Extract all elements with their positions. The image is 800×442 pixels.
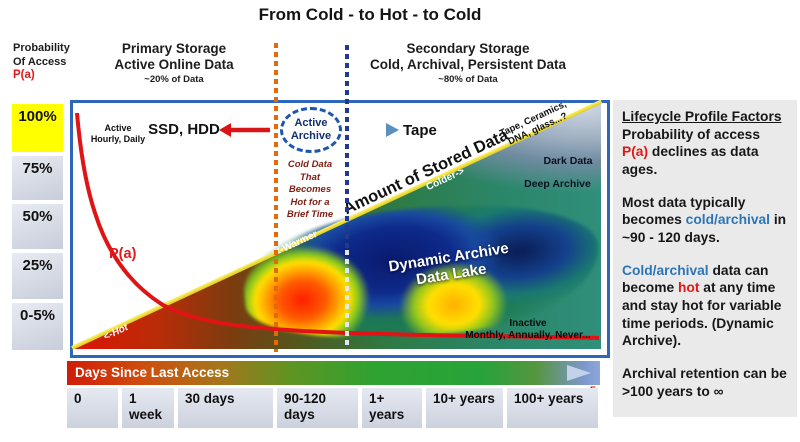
- note-line: Hot for a: [290, 196, 330, 208]
- inactive-tier-label: Inactive Monthly, Annually, Never...: [448, 318, 608, 342]
- time-tick-1-week: 1 week: [122, 388, 174, 428]
- secondary-storage-note: ~80% of Data: [438, 74, 498, 85]
- time-tick-1plus-years: 1+ years: [362, 388, 422, 428]
- probability-label-line2: Of Access: [13, 55, 67, 68]
- tick-0-5pct: 0-5%: [12, 303, 63, 350]
- inactive-word: Inactive: [509, 318, 547, 329]
- orange-dotted-guide-line: [274, 43, 278, 352]
- lifecycle-chart: Active Hourly, Daily SSD, HDD Tape P(a) …: [70, 99, 610, 358]
- lifecycle-factors-sidebar: Lifecycle Profile Factors Probability of…: [613, 100, 797, 417]
- days-since-last-access-label: Days Since Last Access: [75, 365, 230, 380]
- tick-25pct: 25%: [12, 253, 63, 299]
- time-tick-30-days: 30 days: [178, 388, 273, 428]
- tick-50pct: 50%: [12, 204, 63, 249]
- sidebar-heading: Lifecycle Profile Factors: [622, 109, 782, 124]
- sidebar-text: in ~90 - 120 days.: [622, 212, 787, 245]
- sidebar-paragraph-4: Archival retention can be >100 years to …: [622, 365, 787, 399]
- dark-data-label: Dark Data: [543, 155, 593, 167]
- secondary-storage-header: Secondary Storage Cold, Archival, Persis…: [352, 41, 584, 85]
- probability-axis-label: Probability Of Access P(a): [13, 42, 85, 83]
- tick-75pct: 75%: [12, 156, 63, 200]
- cloud-line2: Archive: [290, 130, 332, 142]
- blue-dotted-guide-line-bottom: [345, 250, 349, 350]
- left-red-arrow-icon: [219, 123, 270, 137]
- sidebar-paragraph-1: Lifecycle Profile Factors Probability of…: [622, 108, 788, 179]
- time-tick-90-120-days: 90-120 days: [277, 388, 358, 428]
- pa-curve-label: P(a): [109, 246, 137, 262]
- sidebar-text: Probability of access: [622, 126, 761, 142]
- tape-label: Tape: [403, 122, 437, 139]
- inactive-frequency: Monthly, Annually, Never...: [465, 330, 591, 341]
- primary-storage-line2: Active Online Data: [114, 57, 234, 72]
- pa-red-text: P(a): [622, 144, 649, 160]
- probability-label-line1: Probability: [13, 42, 70, 54]
- days-since-last-access-bar: Days Since Last Access: [67, 361, 600, 385]
- primary-storage-note: ~20% of Data: [144, 74, 204, 85]
- note-line: That: [299, 171, 321, 183]
- time-tick-100plus-years: 100+ years: [507, 388, 598, 428]
- active-word: Active: [104, 123, 132, 133]
- secondary-storage-line1: Secondary Storage: [406, 41, 530, 56]
- cold-data-note: Cold Data That Becomes Hot for a Brief T…: [271, 159, 349, 222]
- sidebar-paragraph-3: Cold/archival data can become hot at any…: [622, 262, 788, 350]
- sidebar-paragraph-2: Most data typically becomes cold/archiva…: [622, 194, 788, 247]
- time-tick-10plus-years: 10+ years: [426, 388, 503, 428]
- primary-storage-line1: Primary Storage: [121, 41, 227, 56]
- hot-red-text: hot: [677, 280, 700, 296]
- sidebar-text: Most data typically becomes: [622, 194, 746, 228]
- note-line: Brief Time: [286, 209, 334, 221]
- active-tier-label: Active Hourly, Daily: [87, 123, 149, 145]
- blue-dotted-guide-line-top: [345, 45, 349, 250]
- active-frequency: Hourly, Daily: [90, 134, 146, 144]
- chart-overlay-graphics: [75, 112, 600, 340]
- time-tick-0: 0: [67, 388, 118, 428]
- deep-archive-label: Deep Archive: [524, 178, 591, 190]
- cold-archival-blue-text: cold/archival: [685, 212, 771, 228]
- sidebar-text: declines as data ages.: [622, 144, 759, 177]
- note-line: Cold Data: [287, 159, 333, 170]
- tick-100pct: 100%: [12, 104, 63, 152]
- timeline-arrow-icon: [255, 365, 591, 381]
- ssd-hdd-label: SSD, HDD: [148, 121, 220, 138]
- cloud-line1: Active: [294, 117, 328, 129]
- right-green-arrow-icon: [345, 123, 399, 137]
- pa-symbol: P(a): [13, 69, 35, 81]
- primary-storage-header: Primary Storage Active Online Data ~20% …: [84, 41, 264, 85]
- sidebar-text: data can become: [622, 262, 769, 296]
- page-title: From Cold - to Hot - to Cold: [258, 5, 482, 24]
- cold-archival-blue-text: Cold/archival: [622, 262, 709, 278]
- secondary-storage-line2: Cold, Archival, Persistent Data: [369, 57, 567, 72]
- active-archive-cloud: Active Archive: [280, 107, 342, 153]
- note-line: Becomes: [288, 184, 332, 196]
- sidebar-text: at any time and stay hot for variable ti…: [622, 280, 782, 349]
- pa-decline-curve: [75, 112, 600, 340]
